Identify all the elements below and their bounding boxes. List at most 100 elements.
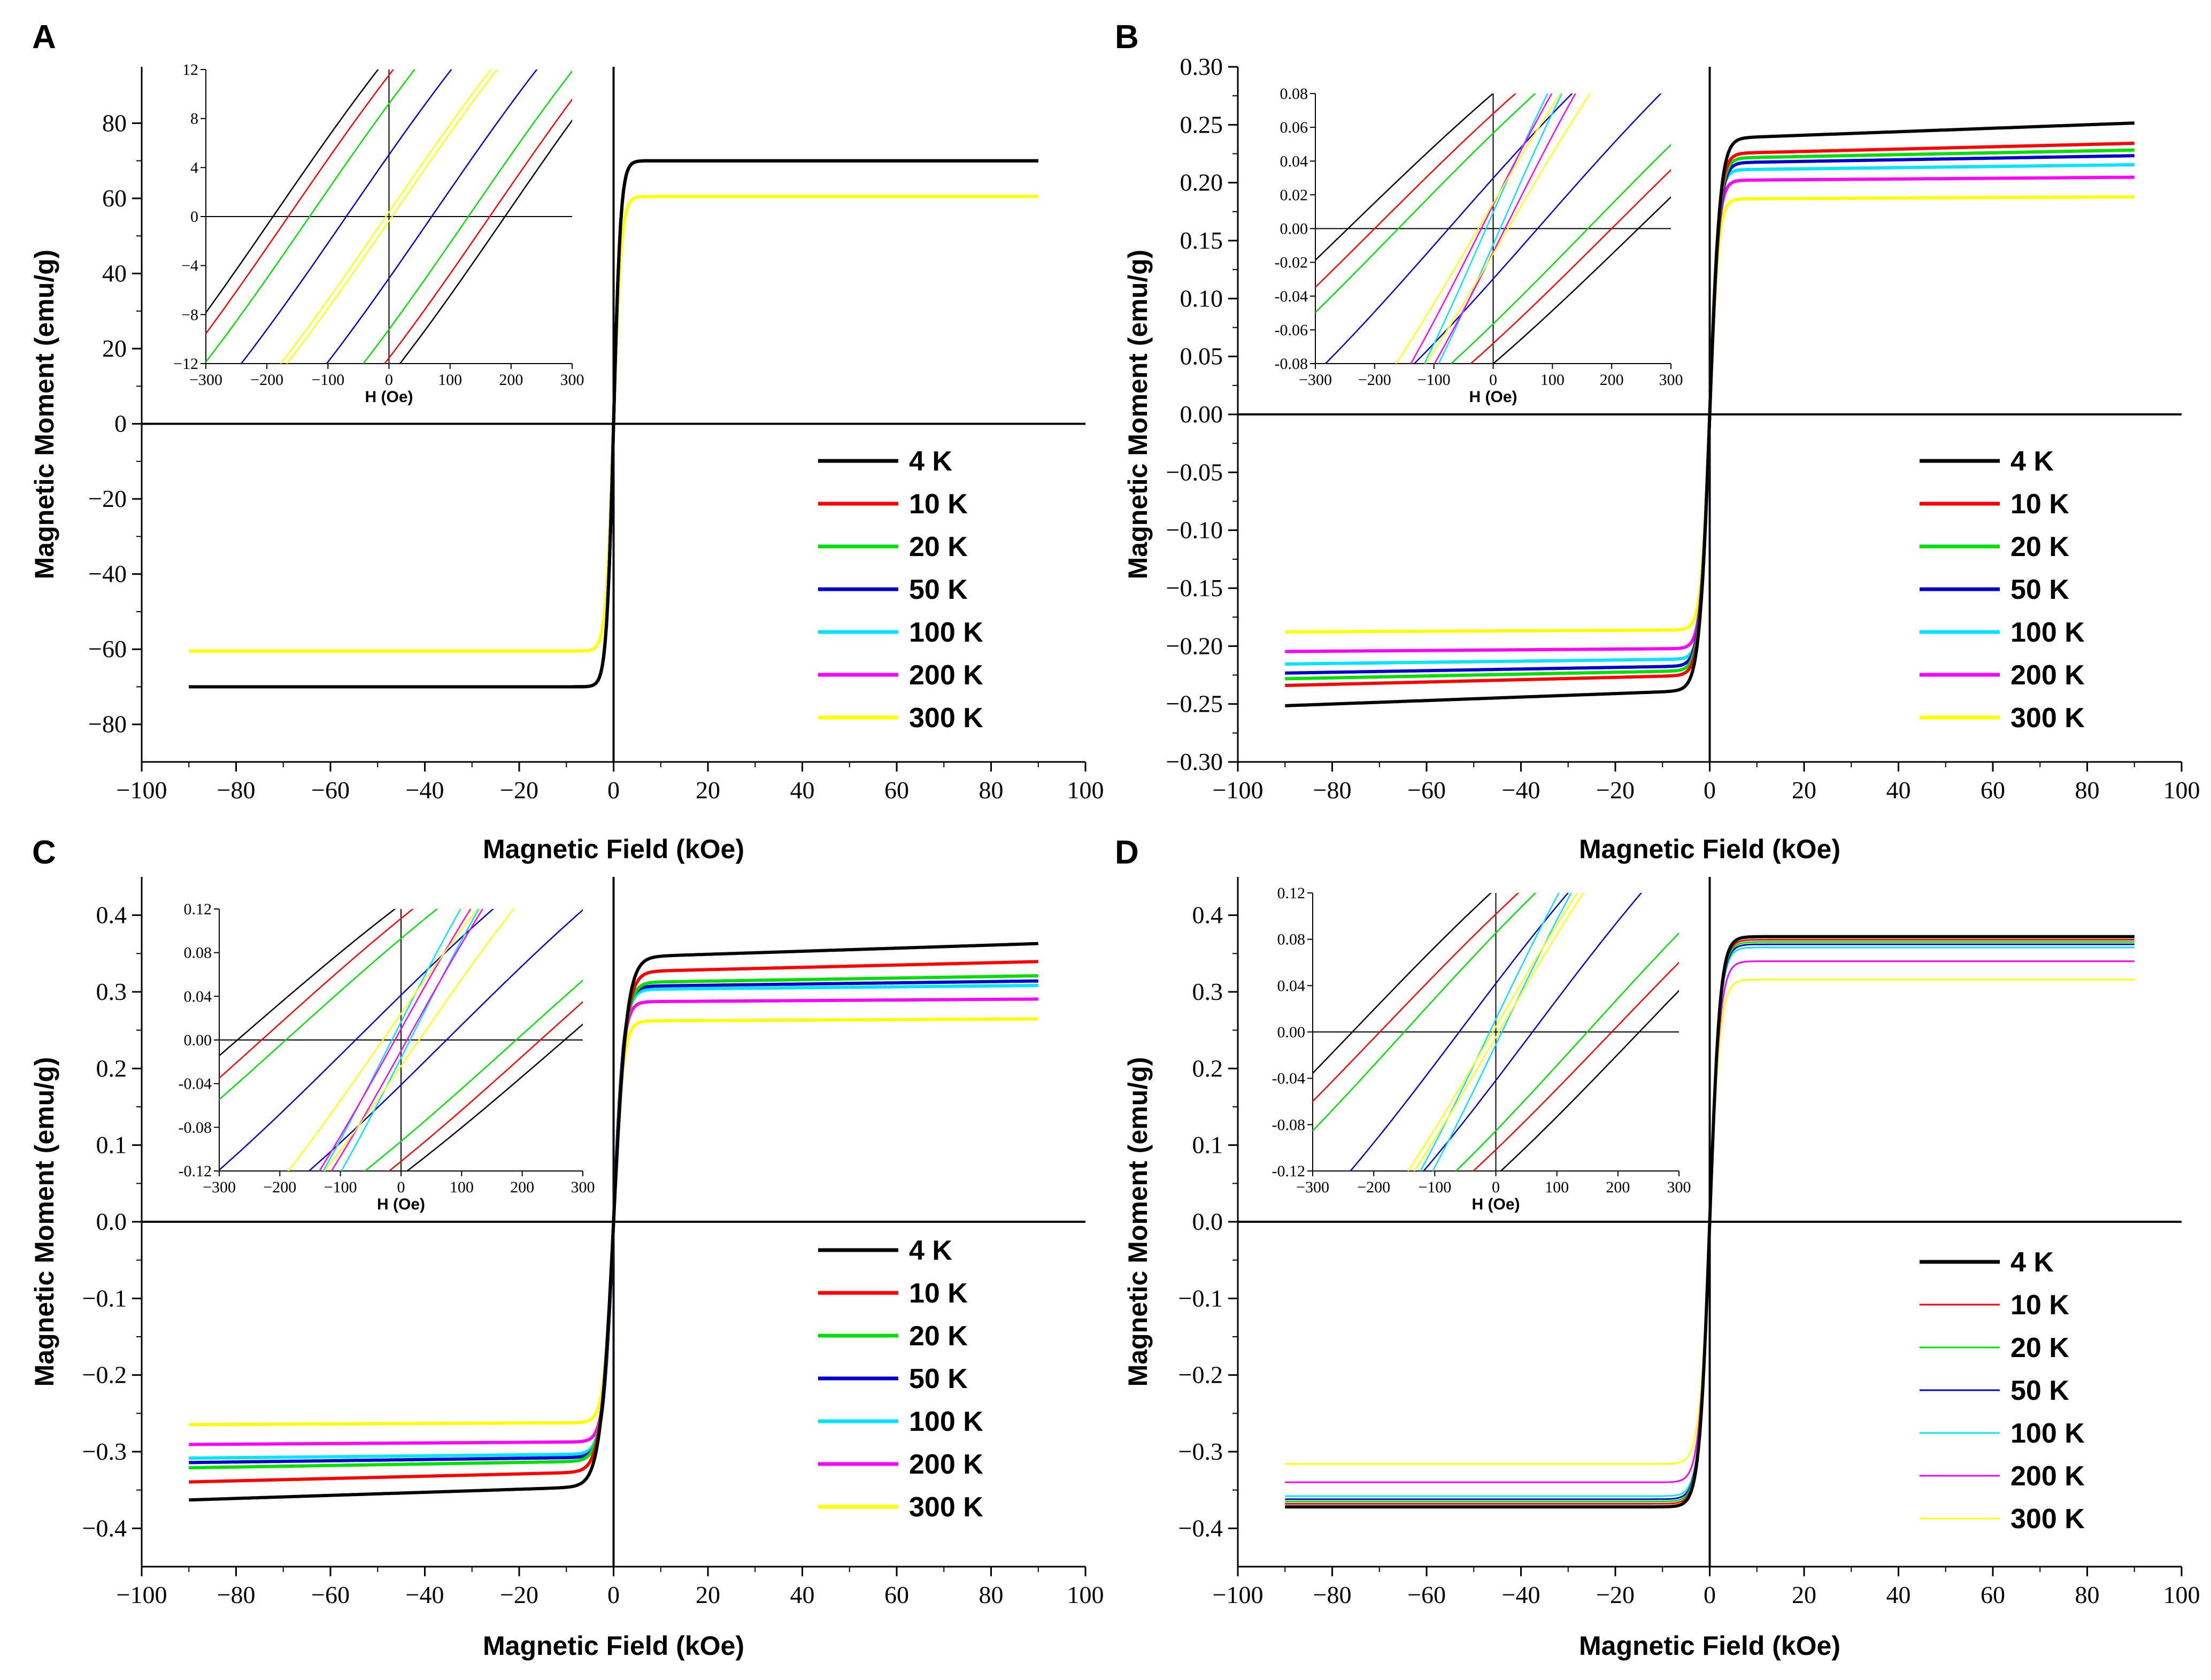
y-tick-label: −0.20 [1166, 632, 1223, 659]
inset-b: −300 −200 −100 0 100 200 300 -0.08 -0.06 -0.04 -0.… [1275, 85, 1683, 406]
x-tick-label: −100 [1213, 776, 1264, 804]
inset-branch-50k [308, 909, 583, 1171]
panel-d: D−100 −80 −60 −40 −20 0 20 40 60 80 100−0.4−0.3−0.… [1115, 834, 2200, 1661]
inset-branch-50k [219, 909, 494, 1171]
x-tick-label: 100 [2163, 1581, 2200, 1608]
panel-letter-c: C [32, 834, 56, 871]
y-tick-label: 0.30 [1180, 53, 1223, 80]
inset-y-tick-label: -0.04 [179, 1075, 212, 1093]
legend-label: 20 K [909, 1321, 968, 1352]
x-tick-label: −100 [117, 1581, 167, 1608]
inset-branch-50k [1422, 893, 1643, 1171]
inset-x-title: H (Oe) [377, 1196, 425, 1213]
y-tick-label: −0.1 [82, 1284, 127, 1312]
inset-y-tick-label: 0.04 [1280, 152, 1308, 170]
panel-letter-b: B [1115, 19, 1139, 56]
inset-branch-4k [1315, 94, 1494, 261]
inset-branch-4k [1313, 893, 1492, 1074]
y-tick-label: −0.1 [1178, 1284, 1223, 1312]
x-tick-label: 20 [696, 776, 720, 804]
inset-x-tick-label: 200 [499, 371, 523, 389]
x-tick-label: 80 [979, 1581, 1004, 1608]
x-tick-label: 100 [1067, 776, 1104, 804]
x-tick-label: −60 [1407, 1581, 1446, 1608]
inset-x-tick-label: 100 [438, 371, 462, 389]
inset-y-tick-label: 12 [182, 61, 198, 79]
inset-x-tick-label: 0 [1489, 371, 1497, 389]
x-tick-label: −20 [500, 776, 538, 804]
x-tick-label: −20 [1596, 776, 1635, 804]
panel-b: B−100 −80 −60 −40 −20 0 20 40 60 80 100−0.30−0.25−… [1115, 19, 2200, 864]
legend-label: 10 K [2010, 489, 2069, 520]
y-tick-label: −80 [88, 711, 127, 738]
x-tick-label: 20 [696, 1581, 720, 1608]
inset-y-tick-label: -0.08 [179, 1119, 212, 1136]
y-tick-label: −0.3 [82, 1438, 127, 1465]
inset-branch-300k [1395, 94, 1561, 364]
inset-y-tick-label: −4 [181, 257, 198, 275]
x-tick-label: 80 [979, 776, 1004, 804]
inset-branch-50k [1324, 94, 1573, 364]
inset-branch-300k [1407, 893, 1578, 1171]
inset-y-tick-label: 0.12 [184, 900, 212, 918]
y-tick-label: 40 [102, 259, 127, 287]
x-tick-label: −20 [1596, 1581, 1635, 1608]
inset-x-tick-label: 100 [1540, 371, 1565, 389]
legend-label: 200 K [2010, 1461, 2085, 1492]
y-tick-label: −0.2 [1178, 1361, 1223, 1389]
inset-y-tick-label: -0.04 [1275, 288, 1308, 305]
inset-y-tick-label: 0.06 [1280, 119, 1308, 136]
inset-y-tick-label: 0.08 [1280, 85, 1308, 103]
x-axis-title: Magnetic Field (kOe) [1579, 1631, 1840, 1661]
x-tick-label: −80 [1313, 1581, 1352, 1608]
y-tick-label: 0.00 [1180, 400, 1223, 428]
inset-x-tick-label: −300 [189, 371, 222, 389]
inset-branch-4k [399, 119, 572, 364]
y-tick-label: −20 [88, 485, 127, 512]
legend-label: 4 K [909, 446, 952, 477]
panel-letter-a: A [32, 19, 56, 56]
curve-4k [1284, 121, 2135, 707]
x-tick-label: 40 [1886, 1581, 1911, 1608]
y-tick-label: −0.15 [1166, 574, 1223, 602]
y-tick-label: 0.4 [96, 901, 127, 929]
inset-x-tick-label: −200 [263, 1178, 296, 1196]
y-tick-label: 0.05 [1180, 343, 1223, 370]
inset-branch-20k [1313, 893, 1537, 1132]
legend-label: 10 K [909, 1278, 968, 1309]
inset-curves [206, 70, 572, 364]
y-tick-label: 0.0 [1192, 1208, 1223, 1235]
inset-c: −300 −200 −100 0 100 200 300 -0.12 -0.08 -0.04 0.0… [179, 900, 595, 1213]
x-tick-label: 80 [2075, 776, 2100, 804]
inset-y-tick-label: 0.00 [1277, 1023, 1306, 1041]
inset-x-tick-label: 100 [450, 1178, 474, 1196]
inset-branch-10k [206, 70, 395, 335]
inset-branch-50k [1349, 893, 1569, 1171]
x-tick-label: −60 [311, 1581, 350, 1608]
x-tick-label: 40 [1886, 776, 1911, 804]
inset-branch-10k [219, 909, 414, 1079]
inset-y-tick-label: 0.02 [1280, 186, 1308, 204]
legend-label: 200 K [2010, 660, 2085, 691]
inset-y-tick-label: −12 [173, 355, 198, 373]
curve-4k [188, 159, 1039, 689]
y-tick-label: −0.2 [82, 1361, 127, 1389]
inset-branch-20k [1450, 143, 1671, 364]
y-tick-label: 0.4 [1192, 901, 1223, 929]
y-axis-title: Magnetic Moment (emu/g) [1123, 250, 1153, 580]
x-tick-label: 0 [607, 1581, 620, 1608]
inset-branch-4k [1499, 990, 1679, 1171]
x-axis-title: Magnetic Field (kOe) [1579, 834, 1840, 864]
inset-branch-10k [388, 1001, 583, 1171]
x-tick-label: 40 [790, 776, 815, 804]
x-tick-label: 40 [790, 1581, 815, 1608]
legend-label: 100 K [2010, 617, 2085, 648]
inset-branch-100k [1438, 94, 1563, 364]
inset-branch-10k [1472, 961, 1679, 1171]
inset-branch-50k [240, 70, 452, 364]
y-tick-label: 0.0 [96, 1208, 127, 1235]
inset-y-tick-label: 0.04 [1277, 977, 1306, 995]
inset-x-title: H (Oe) [1472, 1196, 1520, 1213]
legend-label: 20 K [2010, 531, 2069, 562]
y-tick-label: −0.4 [82, 1514, 127, 1542]
